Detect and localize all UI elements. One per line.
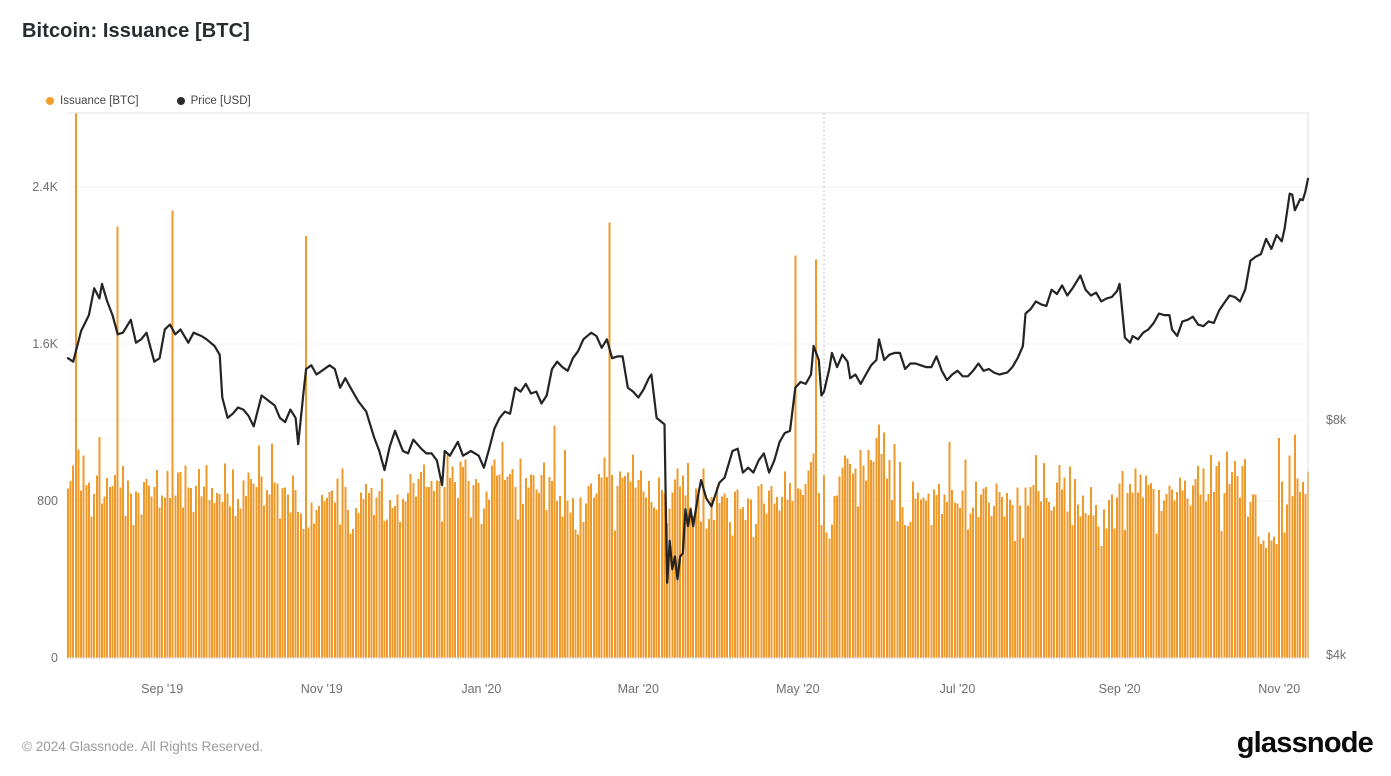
- svg-text:Jan '20: Jan '20: [461, 682, 501, 696]
- issuance-bars[interactable]: [67, 113, 1309, 659]
- legend-dot-icon: [176, 97, 185, 105]
- legend-label: Price [USD]: [190, 95, 251, 107]
- svg-text:Nov '19: Nov '19: [301, 682, 343, 696]
- svg-text:0: 0: [51, 651, 58, 665]
- svg-text:800: 800: [37, 494, 58, 508]
- svg-text:May '20: May '20: [776, 682, 819, 696]
- y-axis-right-labels: $4k $8k: [1326, 413, 1347, 662]
- svg-text:Sep '19: Sep '19: [141, 682, 183, 696]
- y-axis-left-labels: 0 800 1.6K 2.4K: [32, 180, 58, 665]
- page-title: Bitcoin: Issuance [BTC]: [22, 20, 250, 42]
- glassnode-logo: glassnode: [1236, 727, 1374, 759]
- legend-label: Issuance [BTC]: [60, 95, 139, 107]
- price-line[interactable]: [66, 177, 1310, 584]
- x-axis-labels: Sep '19 Nov '19 Jan '20 Mar '20 May '20 Jul '…: [141, 682, 1300, 696]
- legend: Issuance [BTC] Price [USD]: [46, 95, 251, 107]
- legend-dot-icon: [46, 97, 54, 105]
- legend-item-price-usd[interactable]: Price [USD]: [176, 95, 251, 107]
- svg-text:Mar '20: Mar '20: [618, 682, 659, 696]
- svg-text:2.4K: 2.4K: [32, 180, 58, 194]
- svg-text:Nov '20: Nov '20: [1258, 682, 1300, 696]
- svg-text:$8k: $8k: [1326, 413, 1347, 427]
- svg-text:Jul '20: Jul '20: [940, 682, 976, 696]
- legend-item-issuance-btc[interactable]: Issuance [BTC]: [46, 95, 139, 107]
- gridlines: [68, 186, 1308, 502]
- svg-text:Sep '20: Sep '20: [1099, 682, 1141, 696]
- copyright-text: © 2024 Glassnode. All Rights Reserved.: [22, 739, 264, 754]
- svg-text:1.6K: 1.6K: [32, 337, 58, 351]
- svg-text:$4k: $4k: [1326, 648, 1347, 662]
- plot-borders: [68, 112, 1309, 659]
